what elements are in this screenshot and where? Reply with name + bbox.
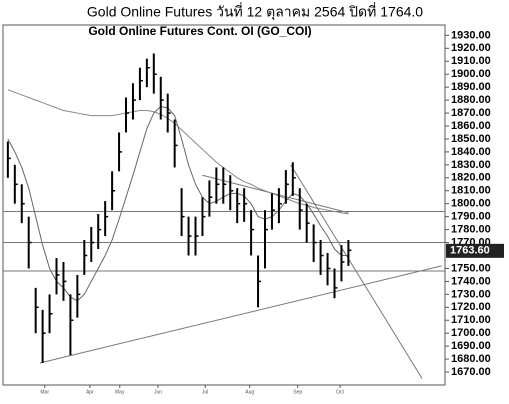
y-tick-label: 1750.00 xyxy=(451,262,491,274)
y-tick-label: 1920.00 xyxy=(451,42,491,54)
y-tick-label: 1810.00 xyxy=(451,185,491,197)
y-tick-label: 1820.00 xyxy=(451,172,491,184)
y-tick-label: 1900.00 xyxy=(451,68,491,80)
y-tick-label: 1700.00 xyxy=(451,327,491,339)
y-tick-label: 1830.00 xyxy=(451,159,491,171)
y-tick-label: 1850.00 xyxy=(451,133,491,145)
last-price-label: 1763.60 xyxy=(450,245,490,257)
y-tick-label: 1690.00 xyxy=(451,340,491,352)
y-tick-label: 1840.00 xyxy=(451,146,491,158)
y-tick-label: 1780.00 xyxy=(451,224,491,236)
chart-title: Gold Online Futures วันที่ 12 ตุลาคม 256… xyxy=(87,3,423,21)
x-tick-label: Jul xyxy=(202,389,208,395)
y-tick-label: 1680.00 xyxy=(451,353,491,365)
y-tick-label: 1730.00 xyxy=(451,288,491,300)
trendline xyxy=(39,265,442,364)
x-tick-label: Jun xyxy=(154,389,162,395)
x-tick-label: Oct xyxy=(336,389,344,395)
y-tick-label: 1790.00 xyxy=(451,211,491,223)
plot-frame xyxy=(2,24,446,386)
y-tick-label: 1800.00 xyxy=(451,198,491,210)
y-tick-label: 1740.00 xyxy=(451,275,491,287)
x-tick-label: Sep xyxy=(293,389,302,395)
y-tick-label: 1910.00 xyxy=(451,55,491,67)
y-tick-label: 1860.00 xyxy=(451,120,491,132)
trendline xyxy=(202,174,349,214)
x-tick-label: May xyxy=(115,389,125,395)
y-tick-label: 1880.00 xyxy=(451,94,491,106)
y-tick-label: 1930.00 xyxy=(451,29,491,41)
y-tick-label: 1870.00 xyxy=(451,107,491,119)
y-tick-label: 1890.00 xyxy=(451,81,491,93)
chart-subtitle: Gold Online Futures Cont. OI (GO_COI) xyxy=(88,24,311,38)
x-tick-label: Mar xyxy=(40,389,49,395)
y-tick-label: 1720.00 xyxy=(451,301,491,313)
last-price-box xyxy=(446,243,504,258)
y-tick-label: 1710.00 xyxy=(451,314,491,326)
moving-average xyxy=(7,106,349,302)
x-tick-label: Aug xyxy=(245,389,254,395)
y-tick-label: 1670.00 xyxy=(451,366,491,378)
trendline xyxy=(290,164,423,379)
x-tick-label: Apr xyxy=(86,389,94,395)
